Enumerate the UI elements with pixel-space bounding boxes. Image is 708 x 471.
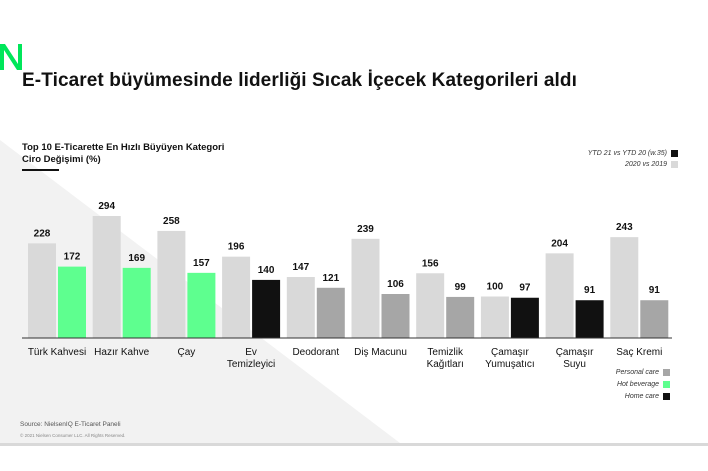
bar-prior xyxy=(222,256,251,338)
category-label: Ev xyxy=(245,347,257,358)
category-label: Türk Kahvesi xyxy=(28,347,86,358)
chart-subtitle-line1: Top 10 E-Ticarette En Hızlı Büyüyen Kate… xyxy=(22,142,225,153)
data-label-prior: 156 xyxy=(422,258,439,269)
legend-item-home-care: Home care xyxy=(616,390,670,402)
subtitle-underline xyxy=(22,169,59,171)
data-label-prior: 294 xyxy=(98,201,115,212)
legend-label-home-care: Home care xyxy=(624,392,659,400)
bar-current xyxy=(316,287,345,338)
data-label-current: 91 xyxy=(649,285,661,296)
footer-divider xyxy=(0,443,708,446)
bar-prior xyxy=(286,276,315,338)
page-title: E-Ticaret büyümesinde liderliği Sıcak İç… xyxy=(22,70,577,91)
data-label-current: 121 xyxy=(322,273,339,284)
category-label: Hazır Kahve xyxy=(94,347,149,358)
bar-current xyxy=(446,296,475,338)
data-label-prior: 243 xyxy=(616,222,633,233)
legend-label-prior: 2020 vs 2019 xyxy=(624,161,667,168)
category-label: Saç Kremi xyxy=(616,347,662,358)
chart-subtitle: Top 10 E-Ticarette En Hızlı Büyüyen Kate… xyxy=(22,142,224,166)
legend-label-hot-beverage: Hot beverage xyxy=(616,380,659,388)
data-label-current: 169 xyxy=(128,253,145,264)
data-label-prior: 258 xyxy=(163,216,180,227)
data-label-current: 106 xyxy=(387,279,404,290)
category-label: Çay xyxy=(178,347,196,358)
data-label-current: 97 xyxy=(519,283,531,294)
legend-item-personal-care: Personal care xyxy=(616,366,670,378)
bar-prior xyxy=(157,230,186,338)
legend-item-current: YTD 21 vs YTD 20 (w.35) xyxy=(588,148,678,159)
legend-swatch-current xyxy=(671,150,678,157)
chart-subtitle-line2: Ciro Değişimi (%) xyxy=(22,154,101,165)
source-note: Source: NielsenIQ E-Ticaret Paneli xyxy=(20,421,121,428)
data-label-prior: 228 xyxy=(34,228,51,239)
legend-swatch-personal-care xyxy=(663,368,670,376)
bar-current xyxy=(381,294,410,338)
category-label: Çamaşır xyxy=(491,347,529,358)
data-label-prior: 239 xyxy=(357,224,374,235)
bar-current xyxy=(187,272,216,338)
legend-label-personal-care: Personal care xyxy=(615,368,659,376)
legend-swatch-home-care xyxy=(663,392,670,400)
data-label-prior: 147 xyxy=(292,262,309,273)
data-label-current: 140 xyxy=(258,265,275,276)
bar-prior xyxy=(28,243,56,338)
bar-prior xyxy=(416,273,445,338)
bar-prior xyxy=(610,237,639,338)
data-label-prior: 196 xyxy=(228,242,245,253)
bar-prior xyxy=(480,296,509,338)
legend-item-prior: 2020 vs 2019 xyxy=(588,159,678,170)
category-label: Suyu xyxy=(563,359,586,370)
category-label: Kağıtları xyxy=(427,359,464,370)
data-label-prior: 204 xyxy=(551,238,568,249)
bar-current xyxy=(252,279,281,338)
legend-label-current: YTD 21 vs YTD 20 (w.35) xyxy=(587,150,667,157)
bar-current xyxy=(58,266,86,338)
category-label: Diş Macunu xyxy=(354,347,407,358)
legend-swatch-prior xyxy=(671,161,678,168)
bar-prior xyxy=(351,238,380,338)
legend-swatch-hot-beverage xyxy=(663,380,670,388)
legend-groups: Personal care Hot beverage Home care xyxy=(616,366,670,402)
category-label: Temizleyici xyxy=(227,359,275,370)
bar-current xyxy=(122,267,151,338)
category-label: Deodorant xyxy=(292,347,339,358)
data-label-current: 99 xyxy=(455,282,467,293)
data-label-prior: 100 xyxy=(487,282,504,293)
data-label-current: 157 xyxy=(193,258,210,269)
category-label: Çamaşır xyxy=(556,347,594,358)
legend-series: YTD 21 vs YTD 20 (w.35) 2020 vs 2019 xyxy=(588,148,678,170)
data-label-current: 91 xyxy=(584,285,596,296)
bar-prior xyxy=(545,253,574,338)
legend-item-hot-beverage: Hot beverage xyxy=(616,378,670,390)
bar-current xyxy=(510,297,539,338)
nielseniq-logo xyxy=(0,44,22,70)
data-label-current: 172 xyxy=(64,252,81,263)
bar-prior xyxy=(92,215,121,338)
category-label: Temizlik xyxy=(427,347,464,358)
copyright-note: © 2021 Nielsen Consumer LLC. All Rights … xyxy=(20,433,126,438)
bar-current xyxy=(575,300,604,338)
bar-current xyxy=(640,300,669,338)
category-label: Yumuşatıcı xyxy=(485,359,534,370)
